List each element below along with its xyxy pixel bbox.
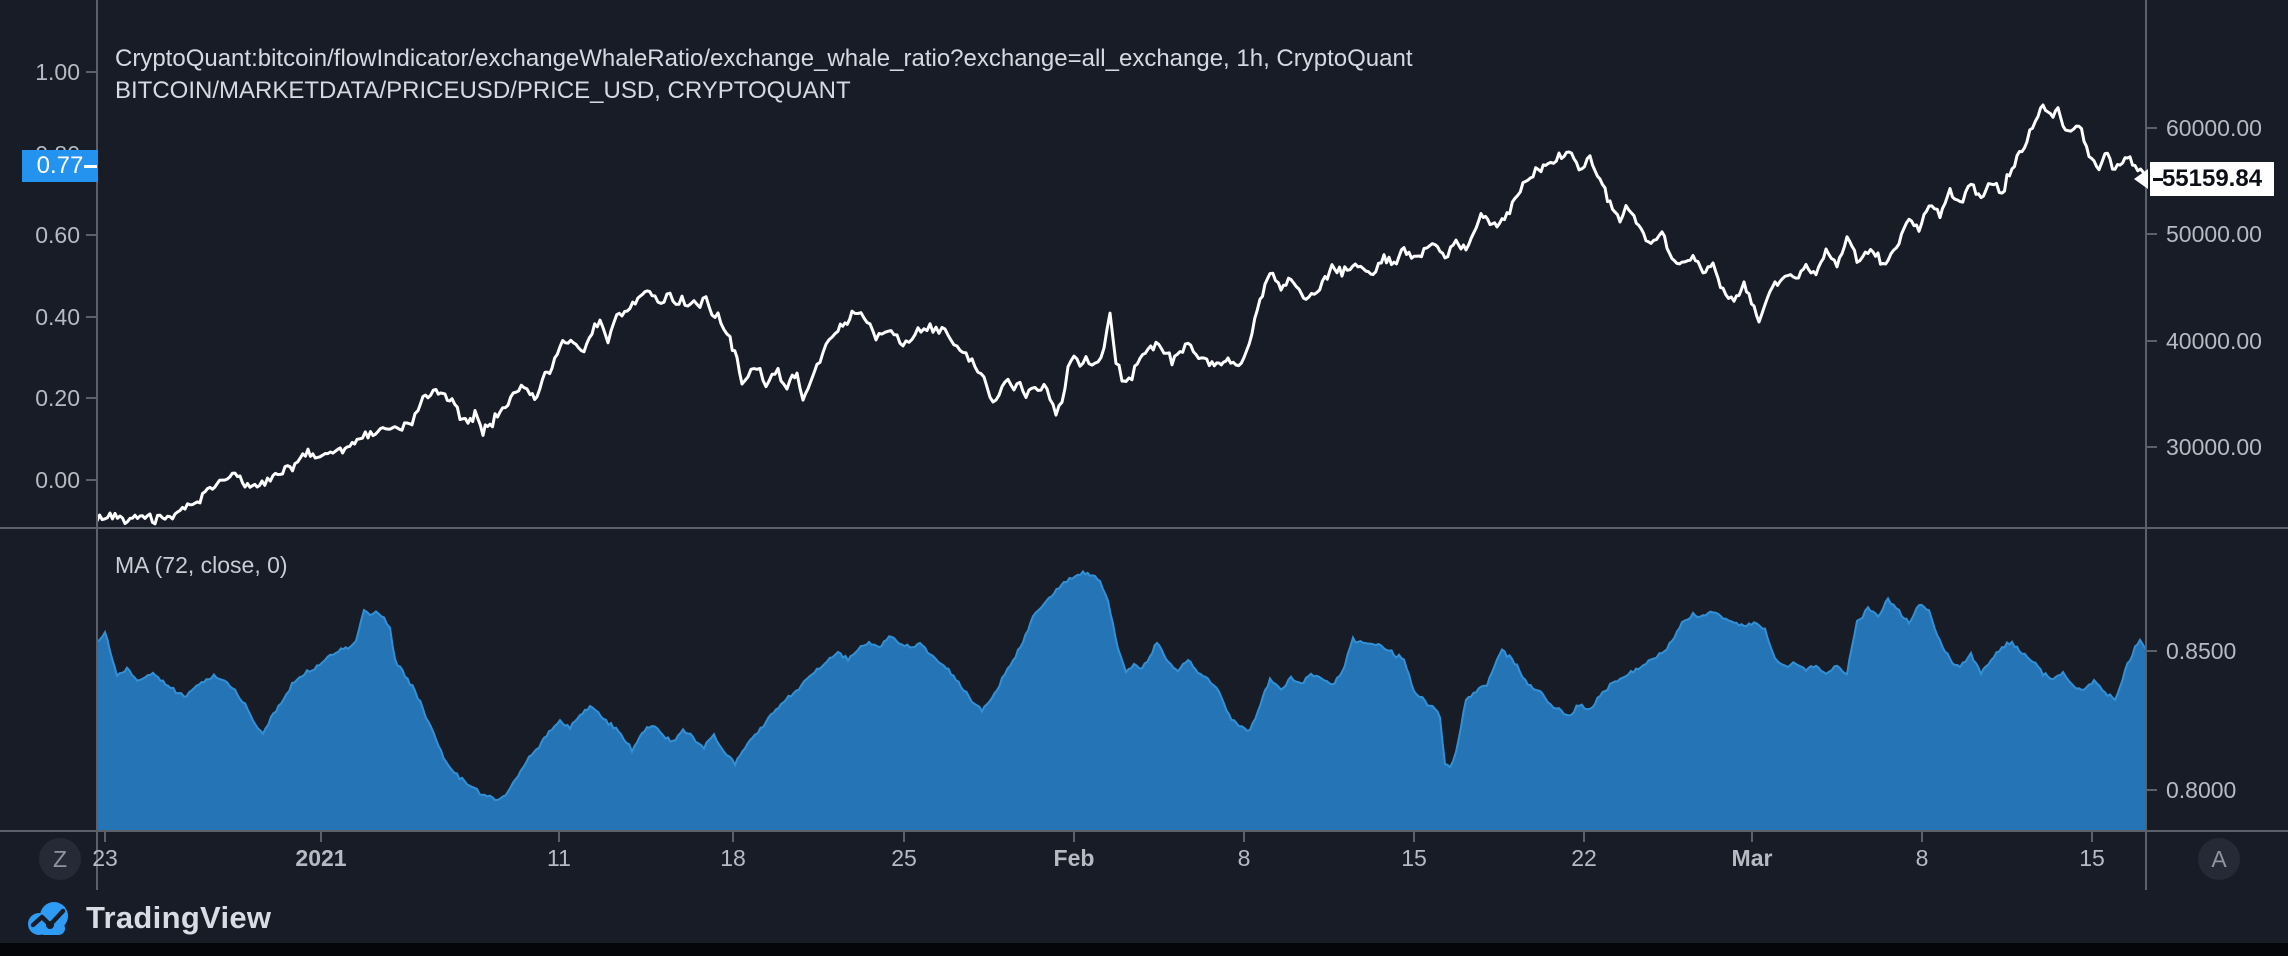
time-axis-tick [732, 831, 734, 842]
time-axis-label: 25 [891, 845, 917, 871]
window-bottom-edge [0, 943, 2288, 956]
time-axis-border [0, 830, 2288, 832]
ratio-axis-tick [86, 315, 96, 318]
time-axis-label: 15 [1401, 845, 1427, 871]
time-axis-tick [2091, 831, 2093, 842]
time-scale[interactable]: 23 2021 11 18 25 Feb 8 15 22 Mar 8 15 [0, 831, 2288, 943]
ratio-axis-label: 1.00 [35, 59, 80, 85]
ma-indicator-label[interactable]: MA (72, close, 0) [115, 552, 288, 578]
ratio-axis-tick [86, 234, 96, 237]
price-axis-tick [2147, 233, 2157, 236]
ma-axis-label: 0.8000 [2166, 777, 2237, 803]
ratio-axis-label: 0.60 [35, 222, 80, 249]
ratio-axis-label: 0.00 [35, 467, 80, 493]
time-axis-label: 8 [1237, 845, 1251, 871]
legend-line-price[interactable]: BITCOIN/MARKETDATA/PRICEUSD/PRICE_USD, C… [115, 77, 851, 104]
tradingview-cloud-icon [28, 902, 68, 935]
ma-line-series [97, 569, 2146, 802]
price-value-badge: 55159.84 [2150, 162, 2274, 197]
time-axis-label: 18 [720, 845, 746, 871]
time-axis-label: 22 [1571, 845, 1597, 871]
time-axis-tick [320, 831, 322, 842]
time-axis-tick [1413, 831, 1415, 842]
time-axis-tick [104, 831, 106, 842]
ma-axis-tick [2147, 650, 2157, 652]
price-axis-label: 60000.00 [2166, 115, 2262, 141]
time-axis-label: 2021 [295, 845, 347, 871]
time-axis-label: 8 [1915, 845, 1929, 871]
right-axis-border [2145, 0, 2147, 890]
price-axis-label: 40000.00 [2166, 327, 2262, 354]
zoom-hint-letter: Z [52, 845, 68, 872]
ratio-value-badge: 0.77 [22, 149, 98, 182]
ratio-axis-tick [86, 71, 96, 73]
price-line-series [97, 103, 2146, 526]
time-axis-tick [1583, 831, 1585, 842]
price-axis-label: 50000.00 [2166, 221, 2262, 248]
price-arrow-icon [2134, 169, 2148, 190]
time-axis-tick [1073, 831, 1075, 842]
time-axis-label: 23 [92, 845, 118, 871]
left-axis-border [96, 0, 98, 890]
legend-line-whale-ratio[interactable]: CryptoQuant:bitcoin/flowIndicator/exchan… [115, 45, 1413, 72]
ratio-axis-label: 0.40 [35, 303, 80, 330]
pane-separator[interactable] [0, 527, 2288, 529]
price-axis-label: 30000.00 [2166, 434, 2262, 460]
time-axis-label: 11 [547, 845, 571, 871]
ratio-axis-tick [86, 479, 96, 481]
ratio-value-text: 0.77 [36, 151, 84, 179]
ratio-axis-label: 0.20 [35, 385, 80, 412]
ma-axis-tick [2147, 789, 2157, 791]
price-badge-tick [2153, 178, 2163, 182]
autoscale-hint-button[interactable]: A [2198, 838, 2240, 880]
time-axis-tick [1921, 831, 1923, 842]
ma-axis-label: 0.8500 [2166, 638, 2237, 664]
time-axis-label: Mar [1731, 845, 1773, 871]
time-axis-tick [1751, 831, 1753, 842]
ma-pane[interactable] [97, 529, 2146, 831]
time-axis-label: Feb [1053, 845, 1095, 871]
price-axis-tick [2147, 339, 2157, 342]
ratio-badge-tick [84, 164, 97, 168]
time-axis-tick [1243, 831, 1245, 842]
price-value-text: 55159.84 [2161, 165, 2263, 193]
tradingview-logo[interactable]: TradingView [24, 898, 271, 938]
price-scale[interactable]: 60000.00 50000.00 40000.00 30000.00 0.8500 0.… [2146, 0, 2288, 830]
zoom-hint-button[interactable]: Z [39, 838, 81, 880]
ma-area-series [97, 571, 2146, 830]
price-axis-tick [2147, 127, 2157, 129]
tradingview-logo-text: TradingView [86, 900, 272, 935]
time-axis-tick [558, 831, 560, 842]
ratio-axis-tick [86, 397, 96, 400]
autoscale-hint-letter: A [2211, 845, 2227, 872]
price-axis-tick [2147, 446, 2157, 448]
time-axis-tick [903, 831, 905, 842]
time-axis-label: 15 [2079, 845, 2105, 871]
ratio-scale[interactable]: 1.000.800.600.400.200.00 [0, 0, 97, 830]
